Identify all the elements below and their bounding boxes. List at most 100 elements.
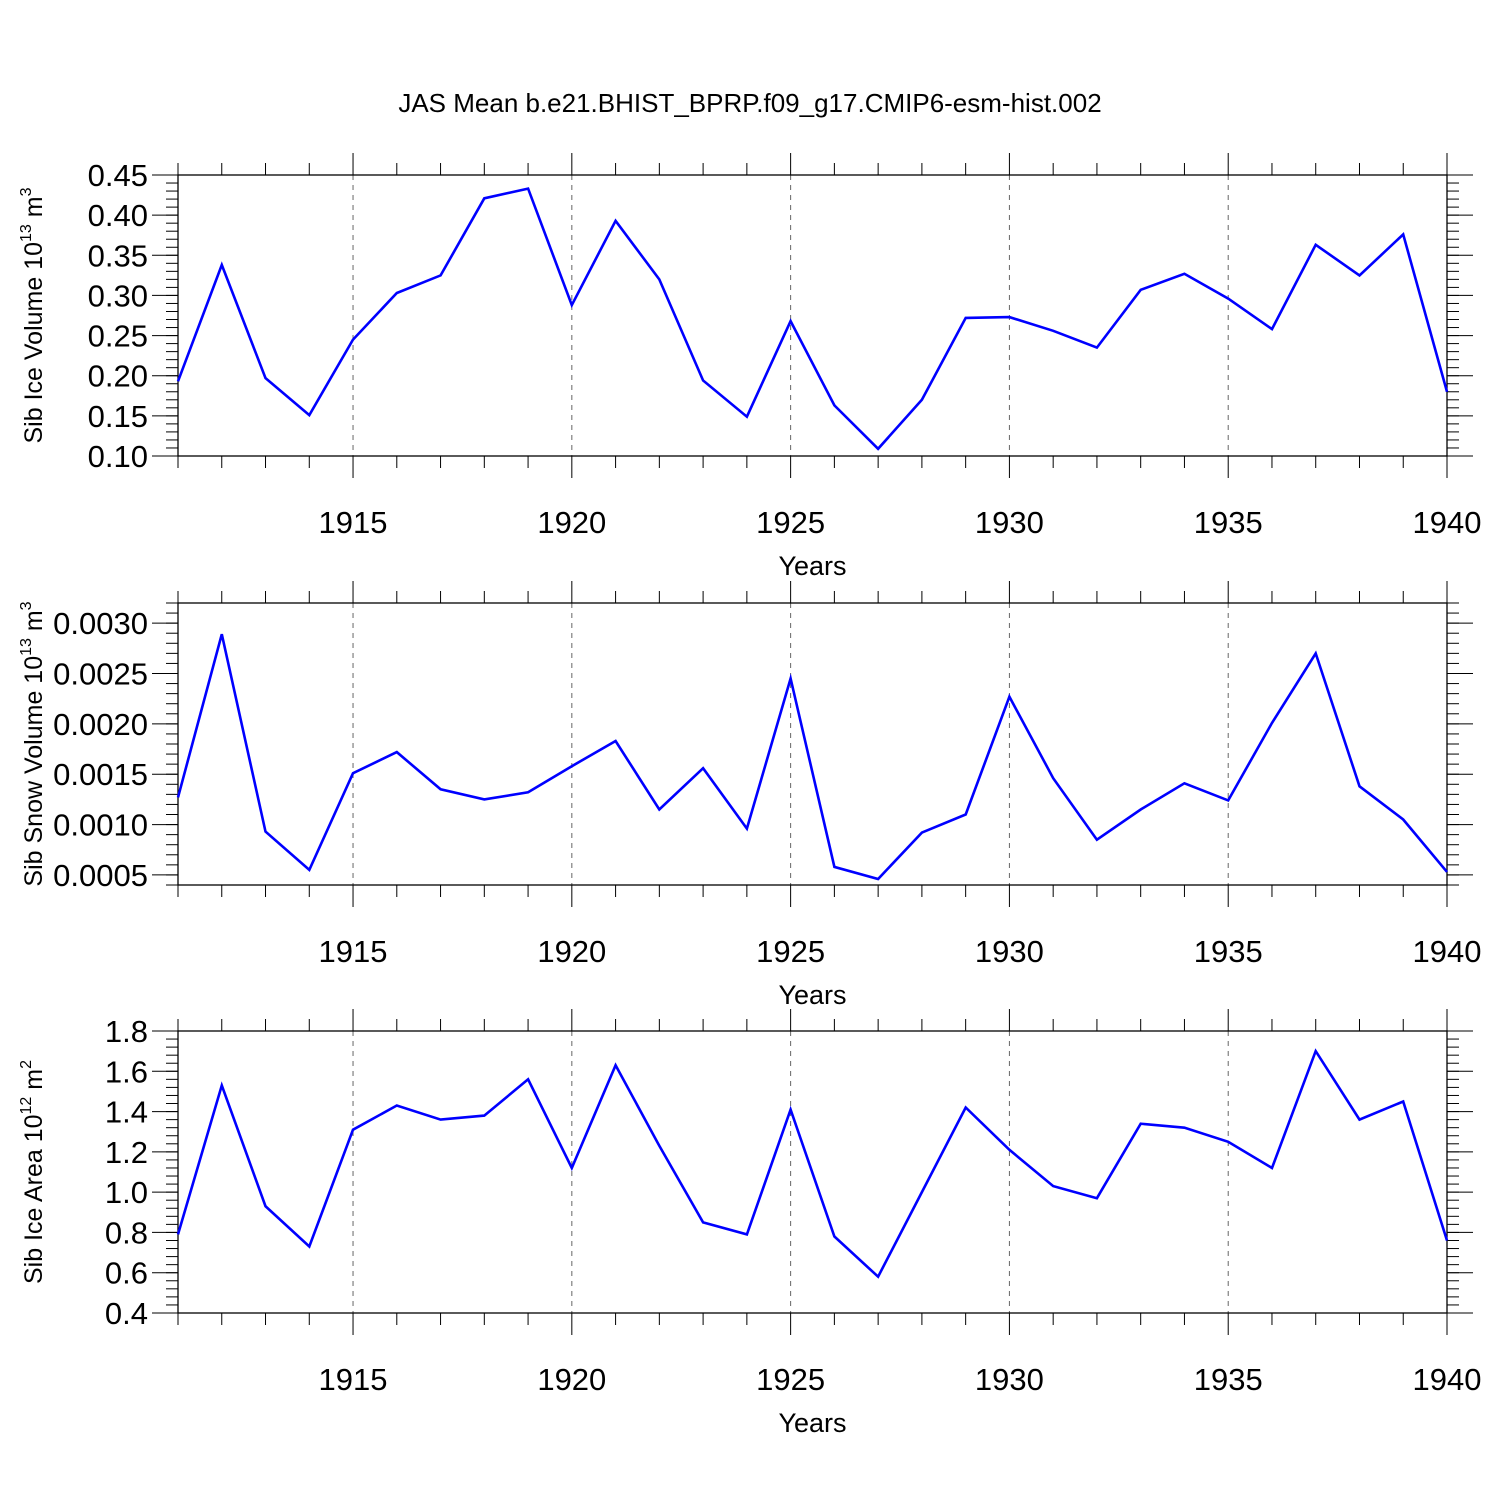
x-tick-label: 1935	[1194, 934, 1263, 969]
data-point	[221, 633, 223, 635]
y-tick-label: 0.0030	[53, 606, 148, 641]
data-point	[658, 808, 660, 810]
data-point	[1052, 330, 1054, 332]
x-tick-label: 1940	[1413, 934, 1482, 969]
data-point	[964, 1106, 966, 1108]
data-point	[177, 796, 179, 798]
y-tick-label: 0.15	[88, 399, 148, 434]
data-point	[308, 1245, 310, 1247]
data-point	[352, 338, 354, 340]
data-point	[1139, 808, 1141, 810]
data-point	[614, 740, 616, 742]
data-point	[439, 274, 441, 276]
data-point	[308, 414, 310, 416]
data-point	[1183, 273, 1185, 275]
y-axis-title-superscript: 3	[18, 187, 35, 196]
data-point	[1227, 297, 1229, 299]
x-tick-label: 1920	[537, 934, 606, 969]
data-point	[352, 772, 354, 774]
y-tick-label: 0.10	[88, 439, 148, 474]
x-tick-label: 1940	[1413, 505, 1482, 540]
data-point	[396, 751, 398, 753]
data-point	[746, 827, 748, 829]
data-point	[1227, 799, 1229, 801]
y-tick-label: 0.8	[105, 1215, 148, 1250]
x-tick-label: 1915	[319, 1362, 388, 1397]
y-tick-label: 0.20	[88, 359, 148, 394]
data-point	[1446, 871, 1448, 873]
data-point	[439, 1118, 441, 1120]
y-axis-title-superscript: 13	[18, 638, 35, 656]
x-tick-label: 1925	[756, 934, 825, 969]
y-axis-title-superscript: 12	[18, 1097, 35, 1115]
plot-frame	[177, 174, 1448, 457]
y-tick-label: 0.40	[88, 198, 148, 233]
data-point	[352, 1129, 354, 1131]
data-point	[1008, 1149, 1010, 1151]
y-tick-label: 0.0015	[53, 757, 148, 792]
data-point	[571, 1167, 573, 1169]
data-point	[789, 677, 791, 679]
data-point	[877, 878, 879, 880]
data-point	[177, 380, 179, 382]
data-point	[439, 788, 441, 790]
data-point	[221, 264, 223, 266]
data-point	[1402, 818, 1404, 820]
x-tick-label: 1935	[1194, 1362, 1263, 1397]
data-point	[483, 798, 485, 800]
x-tick-label: 1930	[975, 934, 1044, 969]
y-tick-label: 0.45	[88, 158, 148, 193]
y-axis-title-superscript: 2	[18, 1060, 35, 1069]
panels: 0.10 0.15 0.20 0.25 0.30 0.35 0.40 0.45 1915 1920…	[18, 153, 1481, 1438]
data-point	[833, 1235, 835, 1237]
data-point	[1358, 785, 1360, 787]
x-tick-label: 1930	[975, 505, 1044, 540]
y-axis-title: Sib Snow Volume 1013 m3	[18, 601, 48, 886]
data-point	[1096, 346, 1098, 348]
y-tick-label: 1.4	[105, 1095, 148, 1130]
y-axis-title-superscript: 3	[18, 601, 35, 610]
data-point	[964, 813, 966, 815]
plot-frame	[177, 602, 1448, 886]
y-axis-title-part: Sib Ice Area 10	[20, 1114, 48, 1284]
y-axis-title: Sib Ice Area 1012 m2	[18, 1060, 48, 1284]
y-axis-title-part: Sib Snow Volume 10	[20, 656, 48, 887]
data-point	[1139, 289, 1141, 291]
y-tick-label: 1.0	[105, 1175, 148, 1210]
data-point	[877, 1276, 879, 1278]
chart-panel-2: 0.0005 0.0010 0.0015 0.0020 0.0025 0.0030 1915…	[18, 581, 1481, 1010]
data-point	[264, 377, 266, 379]
data-point	[264, 830, 266, 832]
x-tick-label: 1925	[756, 1362, 825, 1397]
x-tick-label: 1940	[1413, 1362, 1482, 1397]
y-tick-label: 0.0025	[53, 657, 148, 692]
data-point	[789, 1108, 791, 1110]
data-point	[264, 1205, 266, 1207]
data-point	[1315, 652, 1317, 654]
y-tick-label: 1.2	[105, 1135, 148, 1170]
y-axis-title-part: m	[20, 196, 48, 224]
data-point	[658, 1145, 660, 1147]
data-point	[921, 399, 923, 401]
figure-title: JAS Mean b.e21.BHIST_BPRP.f09_g17.CMIP6-…	[398, 88, 1101, 118]
x-tick-label: 1920	[537, 1362, 606, 1397]
data-point	[789, 320, 791, 322]
y-tick-label: 1.8	[105, 1014, 148, 1049]
data-point	[396, 1104, 398, 1106]
chart-panel-1: 0.10 0.15 0.20 0.25 0.30 0.35 0.40 0.45 1915 1920…	[18, 153, 1481, 581]
data-point	[702, 767, 704, 769]
data-point	[921, 1191, 923, 1193]
x-axis-title: Years	[778, 551, 846, 581]
data-point	[614, 220, 616, 222]
data-point	[1315, 244, 1317, 246]
y-axis-title: Sib Ice Volume 1013 m3	[18, 187, 48, 443]
data-point	[1052, 777, 1054, 779]
data-point	[527, 187, 529, 189]
data-point	[1402, 233, 1404, 235]
data-point	[1052, 1185, 1054, 1187]
data-point	[483, 197, 485, 199]
data-point	[921, 831, 923, 833]
y-axis-title-part: m	[20, 1069, 48, 1097]
data-point	[221, 1084, 223, 1086]
